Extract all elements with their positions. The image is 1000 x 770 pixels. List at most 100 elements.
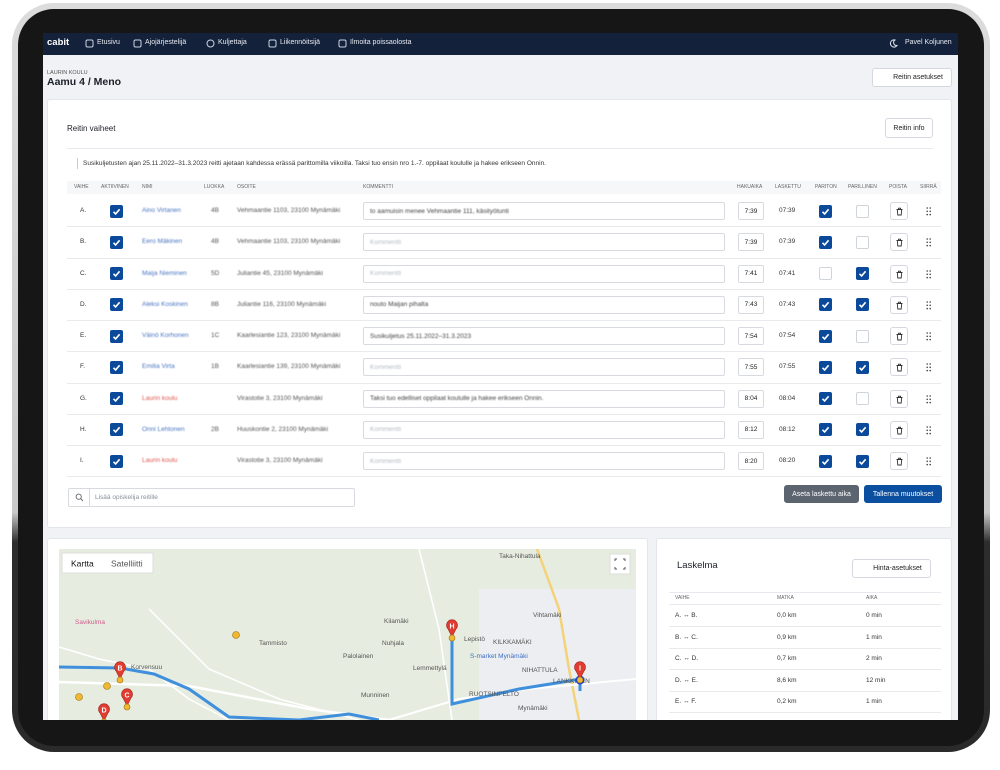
student-name[interactable]: Eero Mäkinen [142,238,183,246]
delete-button[interactable] [890,264,908,283]
delete-button[interactable] [890,295,908,314]
comment-input[interactable]: Kommentti [363,233,725,252]
search-handle [80,498,84,502]
check-mark [821,458,830,465]
odd-checkbox[interactable] [819,329,832,343]
nav-item[interactable]: Ilmoita poissaolosta [350,39,412,46]
pickup-input[interactable]: 7:39 [738,233,764,252]
student-search[interactable]: Lisää opiskelija reitille [68,488,355,507]
map-stop [103,682,111,690]
delete-button[interactable] [890,233,908,252]
check-icon [858,302,867,309]
set-time-button[interactable]: Aseta laskettu aika [784,485,859,503]
drag-dot [929,425,931,428]
check-mark [858,270,867,278]
calc-cell: 12 min [866,676,886,684]
nav-item[interactable]: Kuljettaja [218,39,247,46]
drag-dot [929,366,931,369]
marker-stop [116,676,124,684]
pickup-input[interactable]: 8:20 [738,452,764,470]
odd-checkbox[interactable] [819,235,832,249]
delete-button[interactable] [890,327,908,345]
active-checkbox[interactable] [110,423,123,437]
comment-input[interactable]: Taksi tuo edelliset oppilaat koululle ja… [363,389,725,408]
trash-icon [896,426,903,435]
stage: I. [80,457,84,464]
odd-checkbox[interactable] [819,454,832,468]
route-info-button[interactable]: Reitin info [885,118,933,138]
even-checkbox[interactable] [856,235,869,249]
comment-input[interactable]: Kommentti [363,452,725,470]
comment-input[interactable]: nouto Maijan pihalta [363,295,725,314]
pickup-input[interactable]: 7:41 [738,264,764,283]
active-checkbox[interactable] [110,360,123,374]
drag-dot [926,460,928,463]
odd-checkbox[interactable] [819,423,832,437]
map-road [148,608,360,720]
pickup-input[interactable]: 7:39 [738,202,764,220]
odd-checkbox[interactable] [819,298,832,312]
comment-input[interactable]: Kommentti [363,358,725,377]
price-settings-button[interactable]: Hinta-asetukset [852,559,931,578]
comment-input[interactable]: to aamuisin menee Vehmaantie 111, käsity… [363,202,725,220]
comment-input[interactable]: Kommentti [363,420,725,439]
check-mark [858,458,867,465]
active-checkbox[interactable] [110,204,123,218]
active-checkbox[interactable] [110,329,123,343]
pickup-input[interactable]: 7:55 [738,358,764,377]
student-name[interactable]: Aino Virtanen [142,207,181,214]
nav-item[interactable]: Ajojärjestelijä [145,39,187,46]
divider [67,148,933,149]
odd-checkbox[interactable] [819,267,832,280]
delete-button[interactable] [890,420,908,439]
nav-icon-shape [268,39,277,48]
drag-dot [929,304,931,306]
active-checkbox[interactable] [110,267,123,280]
delete-button[interactable] [890,358,908,377]
even-checkbox[interactable] [856,298,869,312]
student-name[interactable]: Emilia Virta [142,363,175,371]
comment-input[interactable]: Susikuljetus 25.11.2022–31.3.2023 [363,327,725,345]
delete-button[interactable] [890,452,908,470]
trash-shape [896,457,903,466]
odd-checkbox[interactable] [819,360,832,374]
nav-item[interactable]: Liikennöitsijä [280,39,321,46]
even-checkbox[interactable] [856,454,869,468]
active-checkbox[interactable] [110,298,123,312]
save-button[interactable]: Tallenna muutokset [864,485,942,503]
odd-checkbox[interactable] [819,392,832,405]
drag-dot [929,245,931,247]
even-checkbox[interactable] [856,392,869,405]
even-checkbox[interactable] [856,329,869,343]
check-icon [112,270,121,278]
student-name[interactable]: Laurin koulu [142,394,178,402]
nav-item[interactable]: Etusivu [97,39,120,46]
student-name[interactable]: Laurin koulu [142,457,178,464]
student-name[interactable]: Aleksi Koskinen [142,300,188,308]
even-checkbox[interactable] [856,204,869,218]
drag-handle [926,363,931,372]
odd-checkbox[interactable] [819,204,832,218]
pickup-input[interactable]: 7:43 [738,295,764,314]
active-checkbox[interactable] [110,454,123,468]
even-checkbox[interactable] [856,423,869,437]
even-checkbox[interactable] [856,360,869,374]
active-checkbox[interactable] [110,392,123,405]
map-place: Lemmettylä [413,665,447,672]
pickup-input[interactable]: 8:04 [738,389,764,408]
delete-button[interactable] [890,389,908,408]
student-name[interactable]: Maija Nieminen [142,269,187,277]
drag-dot [926,457,928,459]
map-place: Tammisto [259,640,287,647]
comment-input[interactable]: Kommentti [363,264,725,283]
even-checkbox[interactable] [856,267,869,280]
pickup-input[interactable]: 8:12 [738,420,764,439]
student-name[interactable]: Väinö Korhonen [142,332,189,339]
user-name[interactable]: Pavel Koljunen [905,39,952,46]
drag-dot [929,394,931,397]
route-settings-button[interactable]: Reitin asetukset [872,68,952,87]
student-name[interactable]: Onni Lehtonen [142,425,185,433]
delete-button[interactable] [890,202,908,220]
active-checkbox[interactable] [110,235,123,249]
pickup-input[interactable]: 7:54 [738,327,764,345]
